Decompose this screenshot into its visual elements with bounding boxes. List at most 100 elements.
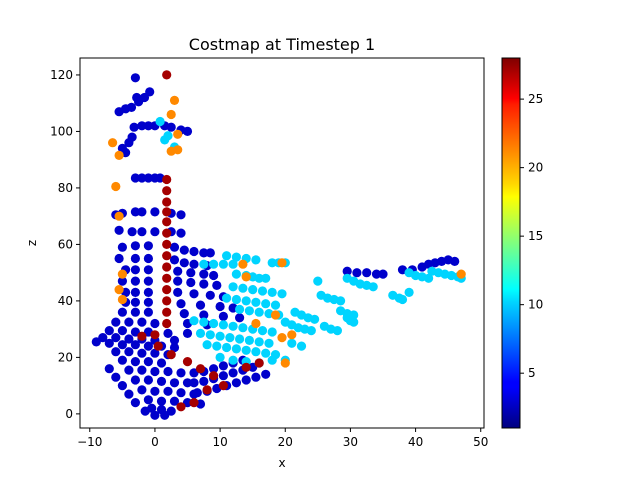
data-point [162,296,172,306]
data-point [176,299,186,309]
x-tick-label: 40 [408,435,423,449]
data-point [222,293,232,303]
data-point [143,357,153,367]
colorbar-tick-label: 5 [528,366,536,380]
data-point [280,358,290,368]
data-point [371,269,382,279]
data-point [173,145,183,155]
data-point [244,306,254,316]
data-point [104,364,114,374]
data-point [150,366,160,377]
data-point [209,270,219,281]
scatter-points [91,70,466,420]
data-point [162,262,172,272]
data-point [189,246,199,257]
data-point [162,239,172,249]
data-point [111,333,121,343]
data-point [162,285,172,295]
data-point [169,396,180,406]
data-point [150,348,160,358]
data-point [179,245,189,255]
data-point [199,279,209,289]
data-point [166,350,176,360]
data-point [150,318,160,329]
data-point [130,357,140,367]
data-point [199,248,209,258]
y-tick-label: 20 [58,350,73,364]
data-point [162,174,172,185]
data-point [145,87,155,97]
data-point [241,375,251,385]
data-point [150,386,160,396]
x-axis-label: x [278,456,285,470]
data-point [189,378,199,388]
data-point [176,402,186,412]
data-point [209,371,219,381]
data-point [176,228,186,238]
data-point [257,326,268,336]
data-point [124,347,134,357]
data-point [143,121,153,131]
data-point [130,307,140,317]
data-point [235,304,245,314]
data-point [248,285,258,295]
data-point [267,287,277,297]
plot-frame [79,57,485,429]
data-point [150,227,160,237]
data-point [150,410,160,420]
colorbar-tick-label: 10 [528,298,543,312]
data-point [160,410,170,420]
data-point [225,333,235,343]
data-point [162,318,172,329]
data-point [129,122,139,132]
data-point [205,290,215,300]
data-point [189,259,199,269]
data-point [264,338,274,348]
data-point [155,116,165,127]
x-tick-label: 50 [473,435,488,449]
data-point [186,268,196,278]
data-point [254,273,264,283]
data-point [169,95,180,105]
data-point [270,310,281,320]
data-point [277,289,287,299]
data-point [169,255,180,265]
data-point [182,126,193,136]
data-point [162,186,172,196]
data-point [296,341,307,351]
data-point [215,331,225,341]
data-point [205,330,215,340]
data-point [404,287,414,297]
data-point [127,227,137,237]
data-point [189,316,199,326]
data-point [251,347,261,357]
data-point [143,276,153,286]
data-point [117,307,127,317]
data-point [182,357,193,367]
data-point [218,311,228,321]
data-point [111,372,121,382]
data-point [215,301,225,312]
data-point [117,269,127,279]
data-point [267,327,277,337]
data-point [137,317,147,327]
data-point [205,248,215,258]
data-point [108,138,118,148]
data-point [378,269,388,279]
data-point [182,328,193,338]
data-point [195,300,206,310]
x-tick-label: 0 [151,435,159,449]
data-point [150,330,160,340]
data-point [254,337,264,347]
data-point [111,181,121,192]
data-point [163,386,173,396]
data-point [130,375,140,385]
data-point [199,310,209,320]
data-point [222,251,232,261]
data-point [173,129,183,139]
data-point [228,282,238,292]
data-point [257,286,268,296]
data-point [238,259,248,269]
chart-title: Costmap at Timestep 1 [189,35,375,54]
